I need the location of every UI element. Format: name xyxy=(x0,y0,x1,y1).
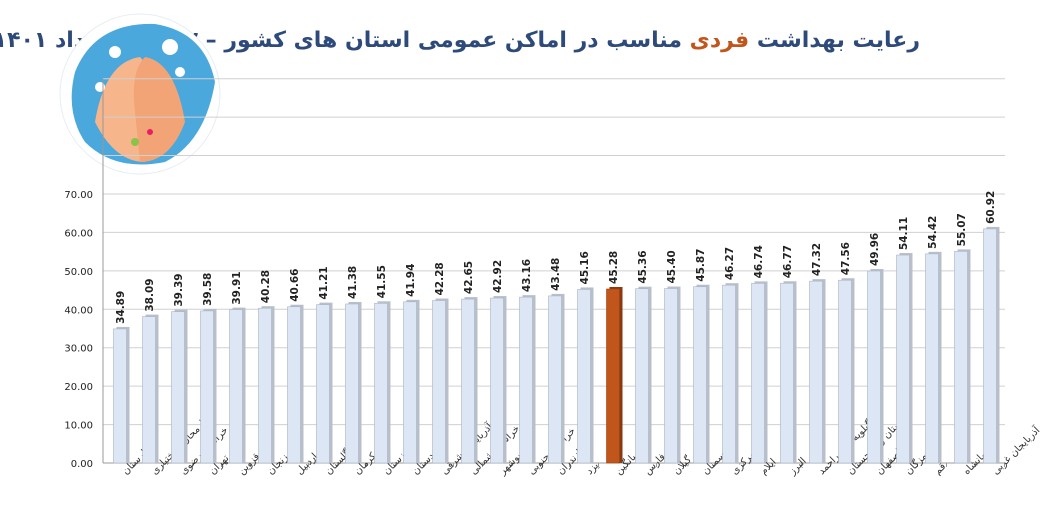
bar xyxy=(345,303,359,464)
data-label: 47.32 xyxy=(811,243,823,276)
data-label: 45.28 xyxy=(608,251,620,284)
bar xyxy=(896,254,910,464)
bar xyxy=(200,310,214,464)
data-label: 45.87 xyxy=(695,249,707,282)
bar xyxy=(316,304,330,464)
bar xyxy=(693,286,707,464)
bar xyxy=(548,295,562,464)
bar xyxy=(751,283,765,464)
data-label: 41.21 xyxy=(318,266,330,299)
y-tick-label: 0.00 xyxy=(71,459,93,470)
data-label: 43.16 xyxy=(521,259,533,292)
data-label: 40.66 xyxy=(289,269,301,302)
data-label: 41.94 xyxy=(405,264,417,297)
bar xyxy=(490,297,504,464)
title-highlight: فردی xyxy=(689,28,750,53)
x-tick-label: قم xyxy=(932,461,948,477)
bar xyxy=(142,316,156,464)
data-label: 60.92 xyxy=(985,191,997,224)
data-label: 39.39 xyxy=(173,273,185,306)
data-label: 42.28 xyxy=(434,262,446,295)
bar xyxy=(867,270,881,464)
data-label: 49.96 xyxy=(869,233,881,266)
bar xyxy=(461,298,475,464)
bar xyxy=(925,253,939,464)
data-label: 45.36 xyxy=(637,250,649,283)
y-tick-label: 10.00 xyxy=(64,421,93,432)
y-tick-label: 20.00 xyxy=(64,382,93,393)
data-label: 45.40 xyxy=(666,250,678,283)
hand-washing-icon xyxy=(59,13,221,175)
bar xyxy=(838,279,852,464)
data-label: 42.92 xyxy=(492,260,504,293)
bar xyxy=(287,306,301,464)
bar xyxy=(809,280,823,464)
bar xyxy=(664,288,678,464)
title-part: رعایت بهداشت xyxy=(749,28,920,53)
y-tick-label: 40.00 xyxy=(64,305,93,316)
data-label: 54.42 xyxy=(927,216,939,249)
data-label: 45.16 xyxy=(579,251,591,284)
bar xyxy=(577,289,591,464)
bar xyxy=(722,284,736,464)
bar xyxy=(229,309,243,464)
data-label: 39.91 xyxy=(231,271,243,304)
bar xyxy=(403,301,417,464)
bar xyxy=(519,296,533,464)
bar xyxy=(954,251,968,464)
bar xyxy=(171,311,185,464)
bar xyxy=(432,300,446,464)
bar xyxy=(780,282,794,464)
data-label: 40.28 xyxy=(260,270,272,303)
y-tick-label: 50.00 xyxy=(64,267,93,278)
y-tick-label: 60.00 xyxy=(64,228,93,239)
data-label: 46.27 xyxy=(724,247,736,280)
data-label: 38.09 xyxy=(144,278,156,311)
data-label: 39.58 xyxy=(202,273,214,306)
data-label: 54.11 xyxy=(898,217,910,250)
data-label: 55.07 xyxy=(956,213,968,246)
bar xyxy=(113,328,127,464)
data-label: 46.74 xyxy=(753,245,765,278)
bar xyxy=(635,288,649,464)
data-label: 34.89 xyxy=(115,291,127,324)
data-label: 41.55 xyxy=(376,265,388,298)
bar xyxy=(374,303,388,464)
data-label: 43.48 xyxy=(550,258,562,291)
data-label: 41.38 xyxy=(347,266,359,299)
data-label: 47.56 xyxy=(840,242,852,275)
bar xyxy=(258,307,272,464)
y-tick-label: 70.00 xyxy=(64,190,93,201)
data-label: 46.77 xyxy=(782,245,794,278)
bar xyxy=(983,228,997,464)
bar xyxy=(606,288,620,464)
y-tick-label: 30.00 xyxy=(64,344,93,355)
data-label: 42.65 xyxy=(463,261,475,294)
